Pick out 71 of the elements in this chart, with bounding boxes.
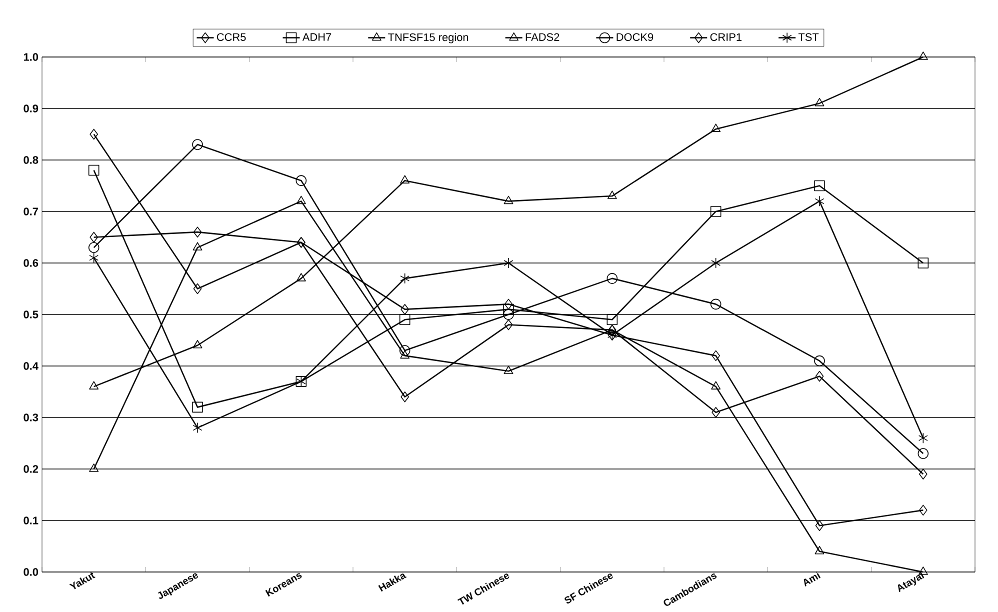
point — [192, 242, 202, 250]
point — [192, 139, 203, 150]
legend-label: TNFSF15 region — [388, 33, 468, 44]
x-tick-label: Ami — [804, 571, 821, 587]
legend-label: CCR5 — [216, 33, 246, 41]
point — [90, 232, 98, 243]
point — [918, 52, 928, 60]
point — [400, 350, 410, 359]
y-tick-label: 0.7 — [24, 208, 38, 216]
y-tick-label: 0.4 — [24, 362, 38, 370]
point — [814, 98, 824, 106]
point — [192, 340, 202, 348]
point — [296, 196, 306, 204]
point — [192, 422, 202, 434]
point — [918, 448, 929, 459]
legend-label: CRIP1 — [710, 33, 742, 41]
point — [89, 464, 99, 472]
point — [193, 226, 202, 238]
point — [712, 350, 720, 362]
point — [814, 180, 825, 192]
point — [193, 283, 202, 294]
point — [296, 273, 306, 282]
point — [89, 252, 99, 264]
y-tick-label: 0.2 — [24, 465, 38, 473]
point — [918, 258, 929, 268]
point — [711, 124, 721, 132]
point — [400, 175, 410, 184]
legend-label: ADH7 — [302, 33, 332, 41]
legend-label: FADS2 — [526, 33, 560, 41]
point — [192, 402, 203, 413]
point — [711, 381, 721, 390]
point — [89, 381, 99, 390]
y-tick-label: 1.0 — [24, 53, 38, 61]
legend-label: TST — [798, 33, 819, 41]
legend-label: DOCK9 — [616, 33, 654, 41]
point — [399, 314, 410, 326]
point — [919, 504, 928, 516]
y-tick-label: 0.9 — [24, 104, 38, 112]
point — [814, 546, 824, 554]
point — [815, 520, 824, 532]
point — [400, 273, 410, 284]
point — [814, 355, 825, 366]
y-tick-label: 0.3 — [24, 414, 38, 422]
point — [88, 242, 100, 253]
point — [919, 468, 928, 480]
point — [814, 196, 824, 207]
point — [90, 128, 98, 140]
point — [710, 206, 722, 217]
point — [88, 164, 100, 176]
point — [711, 258, 721, 268]
point — [504, 196, 514, 204]
point — [606, 273, 618, 284]
y-tick-label: 0.0 — [24, 568, 38, 576]
point — [710, 298, 722, 310]
point — [296, 175, 307, 186]
point — [399, 345, 410, 356]
point — [400, 304, 409, 315]
point — [504, 258, 514, 268]
point — [815, 370, 824, 382]
point — [918, 432, 928, 444]
point — [712, 406, 720, 418]
y-tick-label: 0.5 — [24, 310, 38, 318]
point — [504, 319, 513, 330]
point — [400, 391, 409, 402]
point — [607, 190, 617, 199]
y-tick-label: 0.8 — [24, 156, 38, 164]
y-tick-label: 0.6 — [24, 259, 38, 267]
point — [606, 314, 618, 326]
point — [504, 298, 513, 310]
point — [504, 366, 514, 374]
y-tick-label: 0.1 — [24, 516, 38, 524]
